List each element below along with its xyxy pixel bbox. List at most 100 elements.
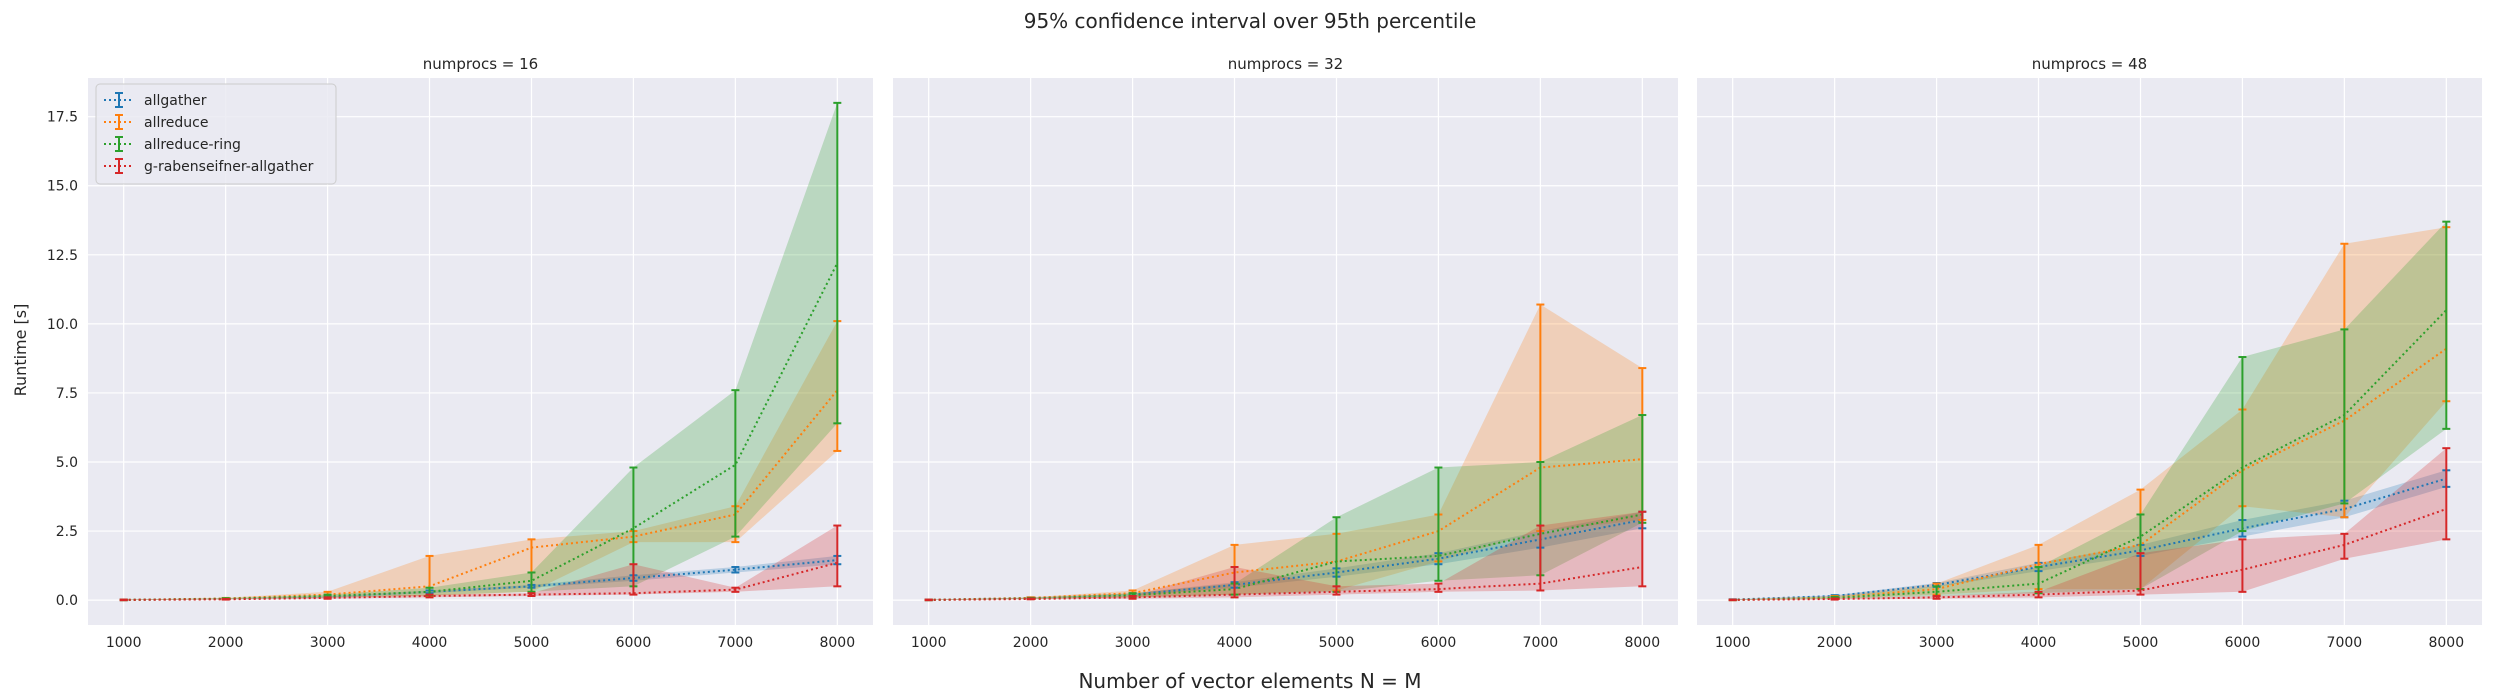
confidence-band-allreduce-ring bbox=[1732, 221, 2447, 601]
series-line-g-rabenseifner-allgather bbox=[928, 566, 1643, 601]
panel-title: numprocs = 16 bbox=[423, 55, 538, 73]
errorbar bbox=[1932, 594, 1941, 600]
series-line-g-rabenseifner-allgather bbox=[1732, 508, 2447, 601]
x-tick-label: 5000 bbox=[514, 635, 550, 651]
x-tick-label: 4000 bbox=[2021, 635, 2057, 651]
legend-label: allgather bbox=[144, 93, 207, 109]
y-tick-label: 2.5 bbox=[56, 524, 78, 540]
x-tick-label: 2000 bbox=[1013, 635, 1049, 651]
legend-label: allreduce bbox=[144, 115, 209, 131]
errorbar bbox=[731, 565, 740, 574]
errorbar bbox=[1332, 585, 1341, 596]
legend-label: allreduce-ring bbox=[144, 137, 241, 153]
series-g-rabenseifner-allgather bbox=[119, 524, 842, 602]
confidence-band-allreduce-ring bbox=[928, 415, 1643, 601]
x-tick-label: 2000 bbox=[208, 635, 244, 651]
errorbar bbox=[731, 586, 740, 593]
panel-background bbox=[893, 78, 1678, 625]
errorbar bbox=[527, 592, 536, 597]
y-tick-label: 5.0 bbox=[56, 455, 78, 471]
errorbar bbox=[1230, 565, 1239, 599]
legend-label: g-rabenseifner-allgather bbox=[144, 159, 314, 175]
panel-title: numprocs = 32 bbox=[1228, 55, 1343, 73]
confidence-band-g-rabenseifner-allgather bbox=[928, 511, 1643, 601]
errorbar bbox=[2136, 552, 2145, 596]
confidence-band-g-rabenseifner-allgather bbox=[123, 525, 838, 601]
x-tick-label: 5000 bbox=[1319, 635, 1355, 651]
errorbar bbox=[1638, 510, 1647, 588]
errorbar bbox=[2442, 447, 2451, 541]
errorbar bbox=[2238, 538, 2247, 593]
errorbar bbox=[833, 101, 842, 425]
errorbar bbox=[221, 598, 230, 601]
errorbar bbox=[833, 524, 842, 588]
series-line-g-rabenseifner-allgather bbox=[123, 561, 838, 601]
x-tick-label: 1000 bbox=[1715, 635, 1751, 651]
y-tick-label: 12.5 bbox=[47, 248, 78, 264]
errorbar bbox=[1728, 598, 1737, 602]
figure-xlabel: Number of vector elements N = M bbox=[1078, 669, 1421, 693]
errorbar bbox=[119, 598, 128, 602]
confidence-band-allreduce bbox=[1732, 227, 2447, 601]
errorbar bbox=[731, 389, 740, 538]
errorbar bbox=[2238, 356, 2247, 533]
series-line-allreduce bbox=[1732, 347, 2447, 601]
legend: allgather allreduce allreduce-ring g-rabens… bbox=[95, 83, 337, 185]
figure-ylabel: Runtime [s] bbox=[11, 304, 30, 397]
legend-item-allgather: allgather bbox=[104, 92, 207, 109]
x-tick-label: 8000 bbox=[819, 635, 855, 651]
figure-suptitle: 95% confidence interval over 95th percen… bbox=[1024, 9, 1477, 33]
series-line-allreduce-ring bbox=[928, 513, 1643, 601]
x-tick-label: 7000 bbox=[718, 635, 754, 651]
errorbar bbox=[527, 571, 536, 593]
panel-background bbox=[1697, 78, 2482, 625]
legend-item-g-rabenseifner-allgather: g-rabenseifner-allgather bbox=[104, 158, 314, 175]
series-line-allreduce bbox=[123, 389, 839, 601]
x-tick-label: 3000 bbox=[310, 635, 346, 651]
legend-item-allreduce: allreduce bbox=[104, 114, 209, 131]
errorbar bbox=[323, 596, 332, 600]
x-tick-label: 1000 bbox=[911, 635, 947, 651]
x-tick-label: 3000 bbox=[1919, 635, 1955, 651]
x-tick-label: 4000 bbox=[412, 635, 448, 651]
series-g-rabenseifner-allgather bbox=[1728, 447, 2451, 602]
errorbar bbox=[425, 593, 434, 599]
y-tick-label: 15.0 bbox=[47, 179, 78, 195]
errorbar bbox=[1434, 466, 1443, 582]
series-g-rabenseifner-allgather bbox=[924, 510, 1647, 602]
legend-item-allreduce-ring: allreduce-ring bbox=[104, 136, 241, 153]
errorbar bbox=[1536, 524, 1545, 592]
errorbar bbox=[1830, 597, 1839, 601]
errorbar bbox=[2340, 532, 2349, 560]
x-tick-label: 3000 bbox=[1115, 635, 1151, 651]
panel-2: 1000 2000 3000 4000 5000 6000 7000 8000 numprocs… bbox=[893, 55, 1678, 651]
errorbar bbox=[2442, 220, 2451, 430]
x-tick-label: 6000 bbox=[1421, 635, 1457, 651]
y-tick-label: 10.0 bbox=[47, 317, 78, 333]
y-tick-label: 7.5 bbox=[56, 386, 78, 402]
x-tick-label: 8000 bbox=[1624, 635, 1660, 651]
x-tick-label: 6000 bbox=[2225, 635, 2261, 651]
errorbar bbox=[1026, 597, 1035, 601]
x-tick-label: 8000 bbox=[2428, 635, 2464, 651]
confidence-band-allreduce-ring bbox=[123, 102, 838, 601]
x-tick-label: 7000 bbox=[1523, 635, 1559, 651]
errorbar bbox=[629, 563, 638, 596]
confidence-band-g-rabenseifner-allgather bbox=[1732, 448, 2447, 601]
panels-group: 1000 2000 3000 4000 5000 6000 7000 8000 0.0 2.5 5.… bbox=[47, 55, 2482, 651]
errorbar bbox=[1128, 594, 1137, 600]
panel-title: numprocs = 48 bbox=[2032, 55, 2147, 73]
errorbar bbox=[2340, 328, 2349, 505]
x-tick-label: 5000 bbox=[2123, 635, 2159, 651]
legend-box bbox=[95, 83, 337, 185]
confidence-band-allreduce bbox=[928, 304, 1643, 601]
x-tick-label: 7000 bbox=[2327, 635, 2363, 651]
x-tick-label: 4000 bbox=[1217, 635, 1253, 651]
errorbar bbox=[924, 598, 933, 602]
x-tick-label: 6000 bbox=[616, 635, 652, 651]
confidence-band-allreduce bbox=[123, 321, 838, 601]
y-tick-label: 17.5 bbox=[47, 110, 78, 126]
panel-3: 1000 2000 3000 4000 5000 6000 7000 8000 numprocs… bbox=[1697, 55, 2482, 651]
errorbar bbox=[2034, 590, 2043, 599]
